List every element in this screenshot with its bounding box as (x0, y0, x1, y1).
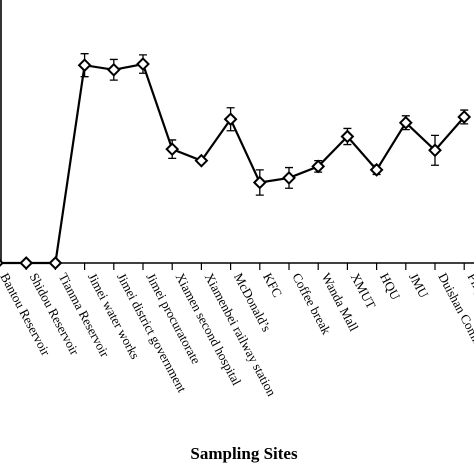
markers (0, 57, 472, 270)
x-tick-label: JMU (406, 270, 432, 301)
series-line (0, 62, 466, 265)
data-point (398, 115, 413, 130)
x-tick-label: XMUT (348, 270, 379, 311)
data-point (136, 57, 150, 71)
data-point (340, 129, 355, 144)
x-tick-label: KFC (260, 270, 285, 299)
data-point (223, 112, 238, 127)
data-point (77, 58, 92, 73)
x-tick-label: HQU (377, 270, 404, 302)
data-point (428, 143, 442, 158)
series-group (0, 53, 472, 270)
x-tick-label: Duishan Community (435, 270, 474, 373)
data-point (457, 110, 472, 124)
data-point (165, 142, 180, 157)
x-ticks (25, 263, 465, 270)
data-point (106, 62, 121, 77)
data-point (369, 162, 384, 177)
data-point (282, 170, 296, 185)
data-point (252, 175, 267, 190)
data-point (311, 159, 326, 174)
data-point (194, 153, 209, 168)
data-point (48, 256, 63, 270)
x-axis-title: Sampling Sites (190, 444, 298, 463)
data-point (0, 259, 4, 267)
data-point (19, 256, 34, 270)
